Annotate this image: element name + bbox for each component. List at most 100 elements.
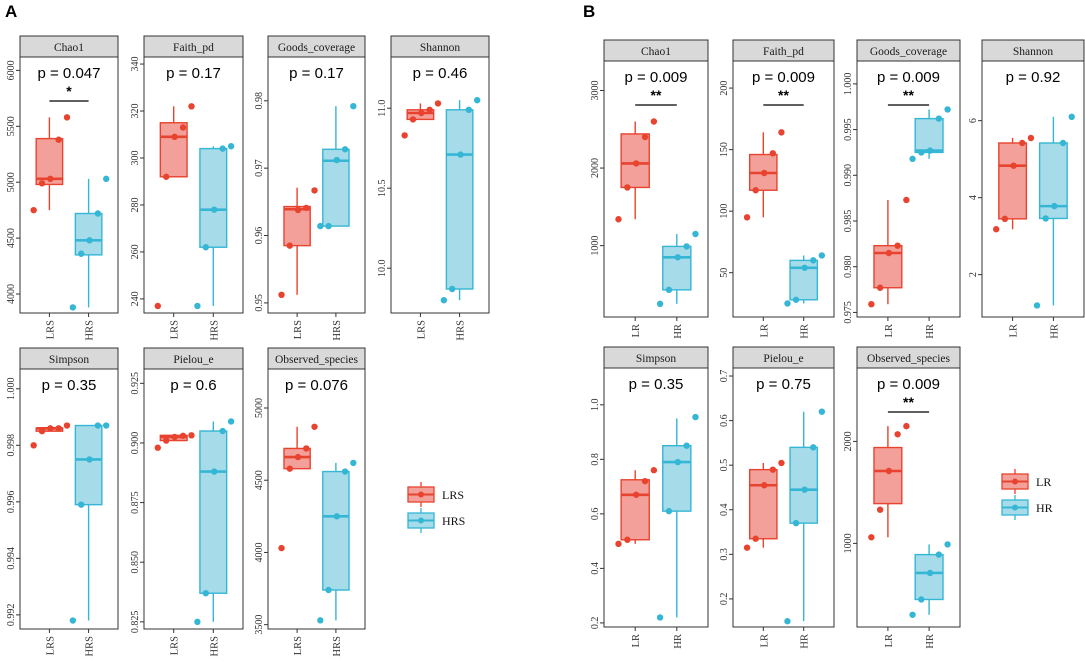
data-point	[38, 427, 46, 435]
legend-item-hr: HR	[1001, 495, 1053, 520]
data-point	[810, 444, 817, 451]
data-point	[903, 196, 910, 204]
box-hr	[784, 252, 826, 307]
y-tick-label: 4	[968, 195, 979, 200]
y-tick-label: 0.825	[130, 611, 141, 634]
facet-chao1: Chao1 4000 4500 5000 5500 6000 p = 0.047* LRS HR…	[6, 35, 119, 340]
data-point	[179, 124, 187, 131]
p-value-label: p = 0.17	[166, 65, 221, 82]
data-point	[918, 149, 925, 156]
data-point	[1001, 215, 1009, 223]
y-tick-label: 100	[719, 204, 730, 219]
p-value-label: p = 0.009	[752, 69, 815, 86]
data-point	[448, 285, 456, 293]
data-point	[810, 257, 817, 264]
y-tick-label: 150	[719, 142, 730, 157]
significance-stars: **	[903, 394, 914, 410]
box-iqr	[74, 424, 103, 506]
data-point	[77, 250, 85, 257]
p-value-label: p = 0.047	[38, 65, 101, 82]
y-tick-label: 0.2	[719, 593, 730, 606]
y-tick-label: 4000	[6, 284, 17, 304]
data-point	[102, 175, 110, 183]
x-tick-label: HRS	[332, 320, 343, 341]
box-iqr	[998, 142, 1028, 220]
y-tick-label: 0.990	[843, 164, 854, 187]
data-point	[926, 147, 934, 154]
x-tick-label: LR	[631, 324, 642, 337]
data-point	[350, 459, 357, 467]
facet-faith-pd: Faith_pd 50 100 150 200 p = 0.009** LR HR	[719, 39, 835, 339]
y-tick-label: 1000	[590, 236, 601, 256]
data-point	[935, 551, 943, 558]
facet-observed-species: Observed_species 3500 4000 4500 5000 p = 0.07…	[254, 347, 366, 656]
data-point	[692, 230, 699, 238]
box-iqr	[662, 245, 692, 291]
x-tick-label: HRS	[456, 320, 467, 341]
data-point	[188, 432, 195, 439]
y-tick-label: 6000	[6, 60, 17, 80]
data-point	[876, 506, 884, 513]
y-tick-label: 0.998	[6, 434, 17, 457]
p-value-label: p = 0.35	[629, 376, 684, 393]
y-tick-label: 0.8	[590, 453, 601, 466]
data-point	[1027, 134, 1035, 142]
data-point	[434, 100, 442, 107]
y-tick-label: 6	[968, 118, 979, 123]
data-point	[993, 226, 1000, 233]
facet-pielou-e: Pielou_e 0.825 0.850 0.875 0.900 0.925 p = 0.6…	[130, 347, 244, 657]
facet-title: Chao1	[54, 42, 84, 54]
box-hrs	[69, 422, 110, 624]
data-point	[1042, 215, 1049, 222]
data-point	[818, 408, 826, 415]
x-tick-label: HR	[925, 634, 936, 649]
x-tick-label: HR	[673, 634, 684, 649]
box-hrs	[317, 459, 357, 624]
data-point	[179, 432, 187, 439]
facet-simpson: Simpson 0.2 0.4 0.6 0.8 1.0 p = 0.35 LR HR	[590, 346, 709, 649]
data-point	[278, 291, 285, 299]
data-point	[294, 206, 302, 214]
y-tick-label: 0.96	[254, 227, 265, 245]
box-hrs	[69, 175, 110, 311]
y-tick-label: 280	[130, 197, 141, 212]
y-tick-label: 5500	[6, 116, 17, 136]
y-tick-label: 300	[130, 150, 141, 165]
x-tick-label: LRS	[45, 320, 56, 339]
box-hr	[656, 230, 699, 308]
box-hr	[909, 106, 951, 163]
data-point	[154, 302, 161, 310]
data-point	[47, 175, 54, 183]
data-point	[674, 254, 681, 261]
x-tick-label: LRS	[170, 320, 181, 339]
data-point	[303, 445, 310, 452]
p-value-label: p = 0.6	[170, 377, 216, 394]
data-point	[303, 204, 310, 212]
y-tick-label: 4500	[6, 228, 17, 248]
x-tick-label: HRS	[209, 636, 220, 657]
box-lr	[743, 129, 785, 221]
box-iqr	[445, 109, 474, 290]
box-hrs	[317, 102, 357, 230]
legend-label: LRS	[442, 488, 464, 502]
data-point	[792, 296, 800, 303]
plot-frame	[143, 368, 244, 630]
facet-faith-pd: Faith_pd 240 260 280 300 320 340 p = 0.17 LRS HRS	[130, 35, 244, 340]
data-point	[211, 468, 218, 475]
data-point	[86, 456, 93, 463]
y-tick-label: 5000	[6, 172, 17, 192]
facet-shannon: Shannon 10.0 10.5 11.0 p = 0.46 LRS HRS	[377, 35, 490, 341]
y-tick-label: 0.4	[719, 504, 730, 517]
data-point	[465, 106, 473, 114]
p-value-label: p = 0.46	[413, 65, 468, 82]
box-lrs	[278, 187, 318, 299]
data-point	[278, 544, 285, 552]
y-tick-label: 0.5	[719, 459, 730, 472]
facet-pielou-e: Pielou_e 0.2 0.3 0.4 0.5 0.6 0.7 p = 0.75 LR HR	[719, 346, 835, 649]
data-point	[311, 187, 318, 194]
plot-frame	[143, 56, 244, 314]
significance-stars: **	[778, 87, 789, 103]
data-point	[752, 535, 759, 542]
facet-goods-coverage: Goods_coverage 0.975 0.980 0.985 0.990 0.995 1…	[843, 39, 961, 339]
